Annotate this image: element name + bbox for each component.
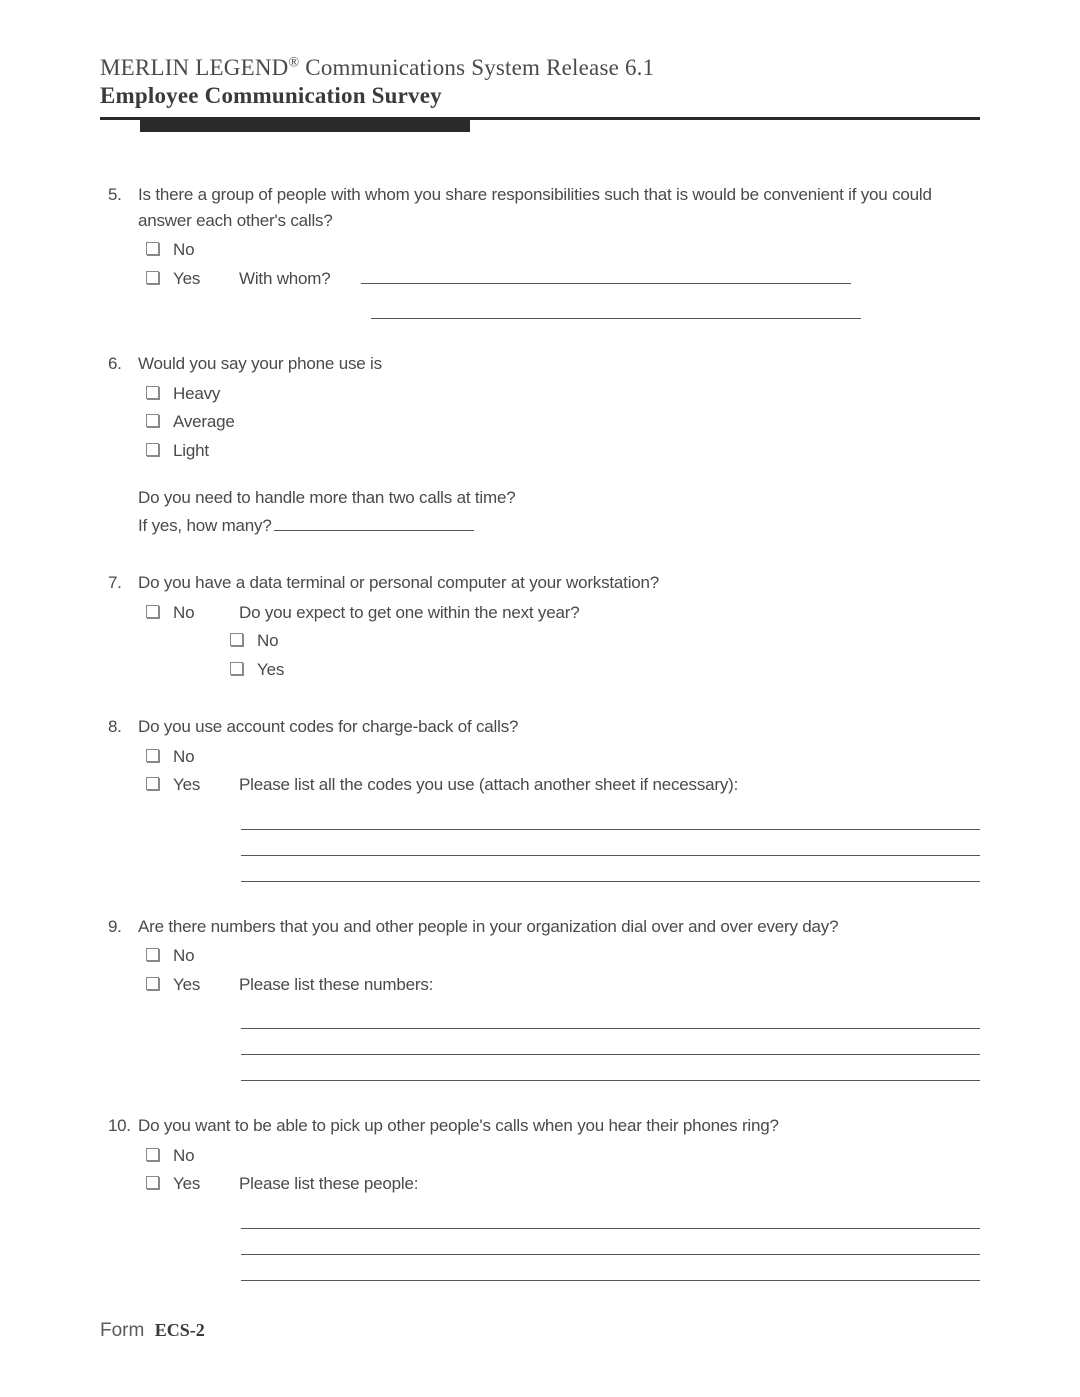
question-8: 8. Do you use account codes for charge-b… bbox=[108, 714, 980, 882]
form-text: Form bbox=[100, 1320, 144, 1341]
q8-no-label: No bbox=[173, 744, 223, 770]
checkbox-icon[interactable] bbox=[146, 414, 159, 427]
q6-heavy-label: Heavy bbox=[173, 381, 223, 407]
q5-number: 5. bbox=[108, 182, 138, 319]
q9-yes-label: Yes bbox=[173, 972, 223, 998]
header-black-bar bbox=[140, 120, 470, 132]
checkbox-icon[interactable] bbox=[146, 386, 159, 399]
q10-blank-2[interactable] bbox=[241, 1233, 980, 1255]
question-6: 6. Would you say your phone use is Heavy… bbox=[108, 351, 980, 538]
q6-blank[interactable] bbox=[274, 513, 474, 531]
q5-no-label: No bbox=[173, 237, 223, 263]
q5-opt-no: No bbox=[146, 237, 980, 263]
checkbox-icon[interactable] bbox=[146, 777, 159, 790]
question-9: 9. Are there numbers that you and other … bbox=[108, 914, 980, 1082]
q5-blank-1[interactable] bbox=[361, 266, 851, 284]
q10-yes-extra: Please list these people: bbox=[239, 1171, 418, 1197]
q10-number: 10. bbox=[108, 1113, 138, 1281]
checkbox-icon[interactable] bbox=[146, 977, 159, 990]
q10-no-label: No bbox=[173, 1143, 223, 1169]
q8-blank-2[interactable] bbox=[241, 834, 980, 856]
checkbox-icon[interactable] bbox=[146, 271, 159, 284]
q5-opt-yes: Yes With whom? bbox=[146, 266, 980, 292]
checkbox-icon[interactable] bbox=[146, 749, 159, 762]
q10-text: Do you want to be able to pick up other … bbox=[138, 1113, 980, 1139]
q6-opt-light: Light bbox=[146, 438, 980, 464]
q9-opt-yes: Yes Please list these numbers: bbox=[146, 972, 980, 998]
q8-blank-1[interactable] bbox=[241, 808, 980, 830]
question-5: 5. Is there a group of people with whom … bbox=[108, 182, 980, 319]
q5-blank-2[interactable] bbox=[371, 297, 861, 319]
checkbox-icon[interactable] bbox=[146, 1148, 159, 1161]
q7-sub-yes-label: Yes bbox=[257, 657, 307, 683]
checkbox-icon[interactable] bbox=[146, 605, 159, 618]
question-7: 7. Do you have a data terminal or person… bbox=[108, 570, 980, 682]
q7-sub-yes: Yes bbox=[230, 657, 980, 683]
q9-blank-2[interactable] bbox=[241, 1033, 980, 1055]
q6-follow2-pre: If yes, how many? bbox=[138, 516, 272, 535]
q9-no-label: No bbox=[173, 943, 223, 969]
q8-yes-extra: Please list all the codes you use (attac… bbox=[239, 772, 738, 798]
q6-number: 6. bbox=[108, 351, 138, 538]
q10-blank-3[interactable] bbox=[241, 1259, 980, 1281]
q8-opt-no: No bbox=[146, 744, 980, 770]
q5-yes-extra: With whom? bbox=[239, 266, 331, 292]
q10-opt-yes: Yes Please list these people: bbox=[146, 1171, 980, 1197]
q9-blank-1[interactable] bbox=[241, 1007, 980, 1029]
checkbox-icon[interactable] bbox=[146, 1176, 159, 1189]
form-code: ECS-2 bbox=[155, 1320, 205, 1340]
q7-number: 7. bbox=[108, 570, 138, 682]
q7-sub-no: No bbox=[230, 628, 980, 654]
q5-text: Is there a group of people with whom you… bbox=[138, 182, 980, 233]
q6-light-label: Light bbox=[173, 438, 223, 464]
checkbox-icon[interactable] bbox=[146, 242, 159, 255]
registered-mark: ® bbox=[289, 55, 300, 70]
q6-average-label: Average bbox=[173, 409, 235, 435]
q8-yes-label: Yes bbox=[173, 772, 223, 798]
header-line1: MERLIN LEGEND® Communications System Rel… bbox=[100, 55, 980, 81]
checkbox-icon[interactable] bbox=[230, 662, 243, 675]
product-suffix: Communications System Release 6.1 bbox=[299, 55, 654, 80]
header-line2: Employee Communication Survey bbox=[100, 83, 980, 109]
q10-yes-label: Yes bbox=[173, 1171, 223, 1197]
q9-yes-extra: Please list these numbers: bbox=[239, 972, 433, 998]
q8-number: 8. bbox=[108, 714, 138, 882]
q7-text: Do you have a data terminal or personal … bbox=[138, 570, 980, 596]
q9-opt-no: No bbox=[146, 943, 980, 969]
q6-opt-heavy: Heavy bbox=[146, 381, 980, 407]
q8-blank-3[interactable] bbox=[241, 860, 980, 882]
checkbox-icon[interactable] bbox=[230, 633, 243, 646]
q9-blank-3[interactable] bbox=[241, 1059, 980, 1081]
q6-opt-average: Average bbox=[146, 409, 980, 435]
survey-content: 5. Is there a group of people with whom … bbox=[100, 182, 980, 1281]
q5-yes-label: Yes bbox=[173, 266, 223, 292]
product-name: MERLIN LEGEND bbox=[100, 55, 289, 80]
question-10: 10. Do you want to be able to pick up ot… bbox=[108, 1113, 980, 1281]
q7-opt-no: No Do you expect to get one within the n… bbox=[146, 600, 980, 626]
form-identifier: Form ECS-2 bbox=[100, 1320, 205, 1342]
q9-text: Are there numbers that you and other peo… bbox=[138, 914, 980, 940]
q6-follow1: Do you need to handle more than two call… bbox=[138, 485, 980, 511]
checkbox-icon[interactable] bbox=[146, 443, 159, 456]
q6-text: Would you say your phone use is bbox=[138, 351, 980, 377]
q10-blank-1[interactable] bbox=[241, 1207, 980, 1229]
q7-no-label: No bbox=[173, 600, 223, 626]
q8-opt-yes: Yes Please list all the codes you use (a… bbox=[146, 772, 980, 798]
q7-no-extra: Do you expect to get one within the next… bbox=[239, 600, 579, 626]
page-header: MERLIN LEGEND® Communications System Rel… bbox=[100, 55, 980, 132]
q10-opt-no: No bbox=[146, 1143, 980, 1169]
checkbox-icon[interactable] bbox=[146, 948, 159, 961]
q9-number: 9. bbox=[108, 914, 138, 1082]
q7-sub-no-label: No bbox=[257, 628, 307, 654]
q8-text: Do you use account codes for charge-back… bbox=[138, 714, 980, 740]
